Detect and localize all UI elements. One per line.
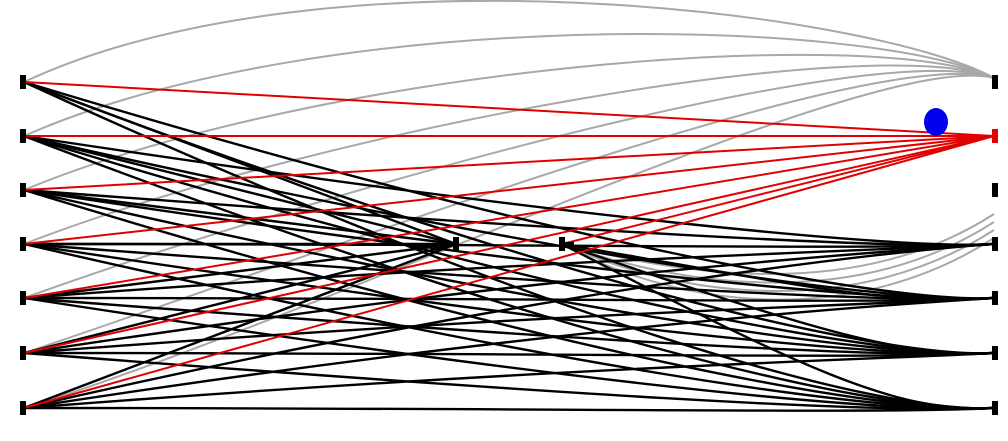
node-marker-m2[interactable] bbox=[559, 237, 565, 251]
gray-edge bbox=[23, 74, 995, 409]
node-marker-r3[interactable] bbox=[992, 183, 998, 197]
red-edge bbox=[23, 135, 995, 354]
node-marker-l6[interactable] bbox=[20, 346, 26, 360]
black-edge-group bbox=[23, 80, 995, 412]
node-marker-l3[interactable] bbox=[20, 183, 26, 197]
gray-edge bbox=[23, 69, 995, 299]
cursor-group bbox=[924, 108, 948, 136]
node-marker-l7[interactable] bbox=[20, 401, 26, 415]
node-marker-l2[interactable] bbox=[20, 129, 26, 143]
black-edge bbox=[23, 242, 457, 300]
node-marker-r4[interactable] bbox=[992, 237, 998, 251]
red-edge bbox=[23, 135, 995, 245]
node-marker-r1[interactable] bbox=[992, 75, 998, 89]
black-edge bbox=[561, 242, 995, 410]
node-marker-group bbox=[20, 75, 998, 415]
node-marker-l1[interactable] bbox=[20, 75, 26, 89]
cursor-dot bbox=[924, 108, 948, 136]
red-edge bbox=[23, 135, 995, 409]
black-edge bbox=[23, 188, 457, 246]
node-marker-tick bbox=[564, 242, 574, 246]
node-marker-l4[interactable] bbox=[20, 237, 26, 251]
black-edge bbox=[23, 406, 995, 412]
black-edge bbox=[23, 296, 995, 410]
gray-edge-group bbox=[23, 0, 995, 409]
node-marker-l5[interactable] bbox=[20, 291, 26, 305]
black-edge bbox=[23, 242, 457, 410]
black-edge bbox=[23, 242, 457, 355]
red-edge bbox=[23, 135, 995, 191]
red-edge-group bbox=[23, 81, 995, 409]
black-edge bbox=[23, 134, 457, 246]
red-edge bbox=[561, 135, 995, 245]
gray-edge bbox=[23, 33, 995, 137]
gray-edge bbox=[23, 64, 995, 245]
gray-edge bbox=[23, 73, 995, 354]
node-marker-r6[interactable] bbox=[992, 346, 998, 360]
black-edge bbox=[561, 242, 995, 301]
gray-edge bbox=[23, 0, 995, 83]
gray-edge bbox=[561, 229, 995, 292]
node-marker-tick bbox=[446, 242, 456, 246]
node-marker-r5[interactable] bbox=[992, 291, 998, 305]
red-edge bbox=[23, 135, 995, 299]
black-edge bbox=[561, 242, 995, 355]
gray-edge bbox=[23, 53, 995, 191]
black-edge bbox=[23, 351, 995, 410]
node-marker-r7[interactable] bbox=[992, 401, 998, 415]
red-edge bbox=[23, 81, 995, 137]
node-marker-r2[interactable] bbox=[992, 129, 998, 143]
black-edge bbox=[23, 296, 995, 302]
